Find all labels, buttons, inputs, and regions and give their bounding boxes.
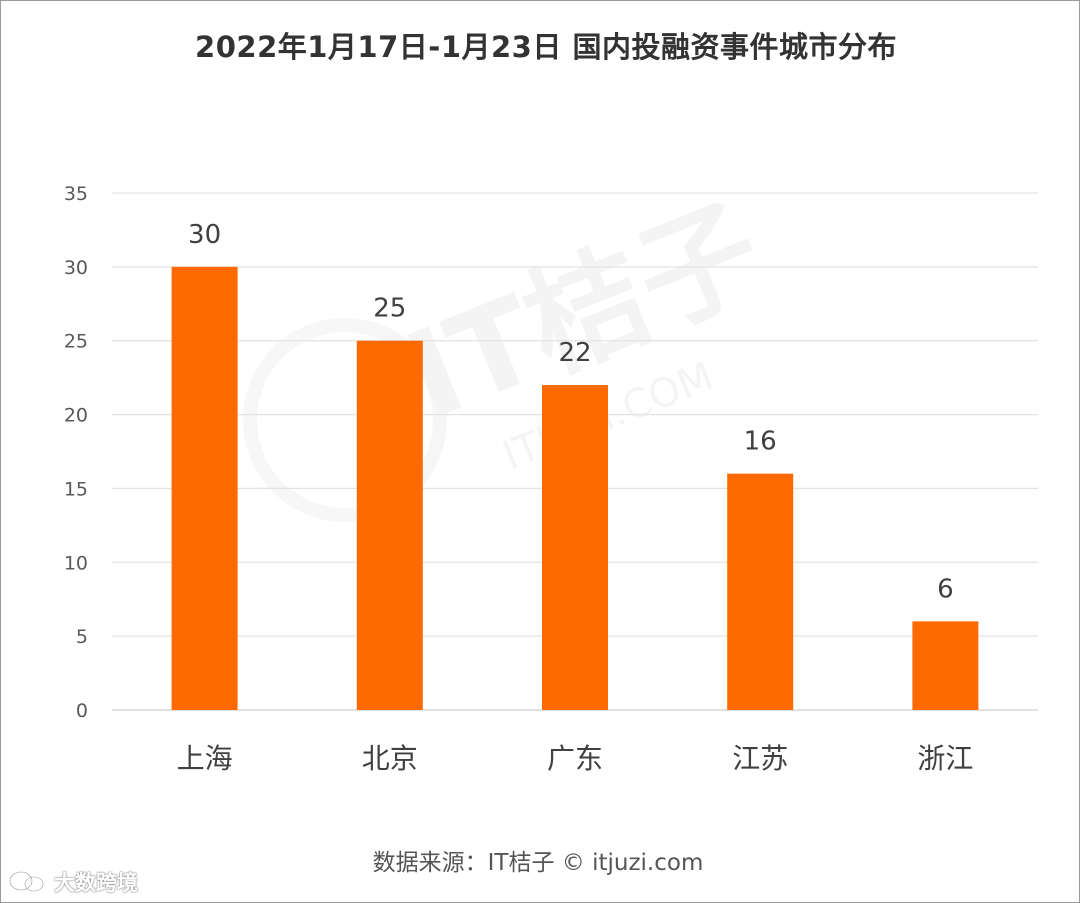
y-tick-label: 20 xyxy=(64,405,88,427)
bar xyxy=(727,473,794,710)
corner-logo: 大数跨境 xyxy=(8,868,138,896)
x-tick-label: 江苏 xyxy=(732,742,788,775)
chart-title: 2022年1月17日-1月23日 国内投融资事件城市分布 xyxy=(195,30,897,64)
y-tick-label: 0 xyxy=(76,700,88,722)
bar xyxy=(542,385,608,710)
source-note: 数据来源：IT桔子 © itjuzi.com xyxy=(372,850,704,876)
bars xyxy=(171,266,979,710)
wechat-bubble-icon xyxy=(8,870,45,893)
bar xyxy=(171,266,238,710)
data-label: 22 xyxy=(558,338,591,368)
x-tick-label: 浙江 xyxy=(917,742,973,775)
watermark: IT桔子 ITJUZI.COM xyxy=(243,181,781,522)
x-tick-label: 北京 xyxy=(362,742,418,775)
y-tick-label: 5 xyxy=(76,626,88,648)
bar xyxy=(356,340,423,710)
bar xyxy=(912,621,979,710)
x-axis: 上海 北京 广东 江苏 浙江 xyxy=(177,742,974,775)
x-tick-label: 上海 xyxy=(177,742,233,775)
y-tick-label: 15 xyxy=(64,478,88,500)
y-axis: 0 5 10 15 20 25 30 35 xyxy=(64,183,88,722)
data-label: 16 xyxy=(744,427,777,457)
watermark-logo-icon xyxy=(243,318,447,522)
y-tick-label: 10 xyxy=(64,552,88,574)
data-label: 25 xyxy=(373,294,406,324)
y-tick-label: 35 xyxy=(64,183,88,205)
data-labels: 30 25 22 16 6 xyxy=(188,220,954,605)
x-tick-label: 广东 xyxy=(547,742,603,775)
data-label: 6 xyxy=(937,574,954,604)
data-label: 30 xyxy=(188,220,221,250)
y-tick-label: 25 xyxy=(64,331,88,353)
y-tick-label: 30 xyxy=(64,257,88,279)
corner-logo-text: 大数跨境 xyxy=(54,871,138,895)
